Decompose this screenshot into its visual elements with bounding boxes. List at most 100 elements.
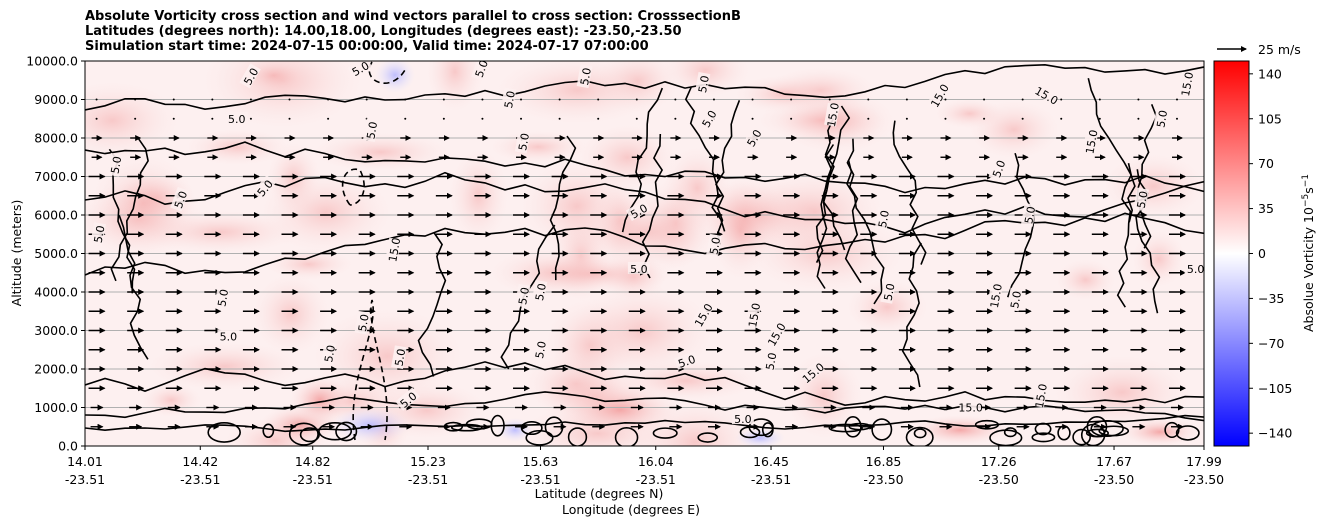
wind-vector [481, 117, 484, 120]
wind-vector [442, 117, 445, 120]
wind-vector [404, 117, 407, 120]
colorbar-tick-label: −70 [1258, 336, 1284, 351]
chart-title-line-2: Latitudes (degrees north): 14.00,18.00, … [85, 24, 682, 39]
contour-line [844, 138, 862, 284]
contour-label-background [500, 87, 517, 112]
contour-label-group: 5.0 [362, 118, 380, 143]
x-tick-label-lat: 15.63 [523, 454, 559, 469]
contour-label-background [395, 387, 420, 411]
contour-label-group: 5.0 [500, 87, 518, 112]
contour-label: 15.0 [988, 283, 1005, 309]
wind-vector [674, 98, 677, 101]
contour-label-background [1133, 187, 1149, 212]
contour-label-background [765, 321, 787, 347]
x-tick-label-lon: -23.51 [293, 472, 333, 487]
contour-line [892, 120, 927, 265]
colorbar-tick-label: −105 [1258, 381, 1292, 396]
contour-line [816, 144, 835, 289]
contour-label: 5.0 [696, 74, 712, 93]
contour-label-background [694, 72, 711, 96]
wind-vector [944, 117, 947, 120]
colorbar-tick-label: −35 [1258, 291, 1284, 306]
colorbar-tick-label: 140 [1258, 66, 1282, 81]
contour-label-group: 15.0 [1032, 383, 1050, 409]
contour-line [1087, 78, 1136, 223]
contour-label-group: 5.0 [354, 310, 372, 335]
chart-title-line-1: Absolute Vorticity cross section and win… [85, 9, 741, 24]
wind-vector [95, 117, 98, 120]
colorbar-gradient [1213, 60, 1250, 447]
contour-label-group: 5.0 [531, 279, 549, 304]
contour-label-background [745, 303, 762, 327]
y-tick-label: 1000.0 [34, 400, 78, 415]
contour-line [1003, 427, 1017, 438]
wind-vector [867, 117, 870, 120]
wind-vector [828, 98, 831, 101]
wind-vector [1175, 117, 1178, 120]
contour-label: 5.0 [990, 159, 1008, 180]
contour-label: 15.0 [746, 302, 763, 328]
contour-label-group: 15.0 [958, 400, 983, 415]
contour-label-group: 5.0 [1006, 287, 1024, 312]
negative-vorticity-patch [375, 61, 415, 93]
contour-label-group: 5.0 [762, 349, 779, 374]
wind-vector [134, 117, 137, 120]
contour-label: 5.0 [392, 348, 408, 367]
wind-vector [1137, 98, 1140, 101]
wind-vector [249, 117, 252, 120]
contour-label-group: 5.0 [731, 412, 754, 426]
contour-label: 5.0 [502, 90, 518, 109]
contour-line [110, 136, 149, 282]
x-tick-label-lat: 14.01 [67, 454, 103, 469]
vorticity-patch [265, 248, 353, 280]
contour-line [207, 421, 241, 443]
wind-vector [983, 98, 986, 101]
colorbar-tick-label: 35 [1258, 201, 1274, 216]
wind-vector [211, 117, 214, 120]
contour-label-background [213, 285, 230, 310]
wind-vector [558, 117, 561, 120]
contour-line [1031, 432, 1056, 443]
contour-label-background [762, 349, 778, 374]
vorticity-patch [1055, 259, 1116, 301]
contour-label-group: 15.0 [824, 102, 842, 128]
contour-label-background [988, 156, 1008, 181]
vorticity-patch [744, 169, 885, 255]
x-tick-label-lat: 17.99 [1186, 454, 1222, 469]
vorticity-patch [251, 273, 330, 356]
contour-label-background [673, 350, 699, 370]
contour-line [85, 63, 1204, 111]
contour-label: 5.0 [882, 282, 898, 301]
wind-vector [1137, 117, 1140, 120]
contour-label-group: 5.0 [170, 186, 190, 212]
colorbar-tick-label: −140 [1258, 426, 1292, 441]
contour-label-group: 15.0 [1178, 71, 1196, 97]
contour-label-group: 5.0 [514, 283, 532, 308]
contour-line [614, 426, 639, 446]
contour-label-background [959, 400, 982, 413]
contour-label-background [800, 360, 825, 384]
x-tick-label-lon: -23.50 [979, 472, 1019, 487]
colorbar-tick-label: 105 [1258, 111, 1282, 126]
contour-label-background [347, 61, 373, 79]
contour-label-group: 5.0 [627, 261, 650, 276]
contour-line [1072, 428, 1091, 446]
contour-line [1034, 422, 1052, 436]
contour-label-group: 15.0 [745, 302, 763, 328]
colorbar-ticks: 140 105 70 35 0 −35 −70 −105 −140 [1249, 66, 1292, 441]
contour-line [905, 426, 934, 446]
x-tick-label-lon: -23.51 [65, 472, 105, 487]
x-tick-label-lon: -23.51 [180, 472, 220, 487]
contour-line [417, 232, 447, 377]
wind-vector [520, 98, 523, 101]
contour-label-background [252, 175, 276, 200]
vorticity-patch [968, 100, 1060, 160]
contour-label-background [627, 261, 650, 274]
contour-label: 5.0 [228, 113, 246, 126]
wind-vector [597, 117, 600, 120]
contour-label: 15.0 [1033, 383, 1050, 409]
contour-label: 5.0 [1154, 109, 1170, 128]
contour-label: 5.0 [220, 330, 238, 343]
contour-label-group: 5.0 [225, 111, 248, 126]
contour-label-background [1082, 129, 1099, 154]
